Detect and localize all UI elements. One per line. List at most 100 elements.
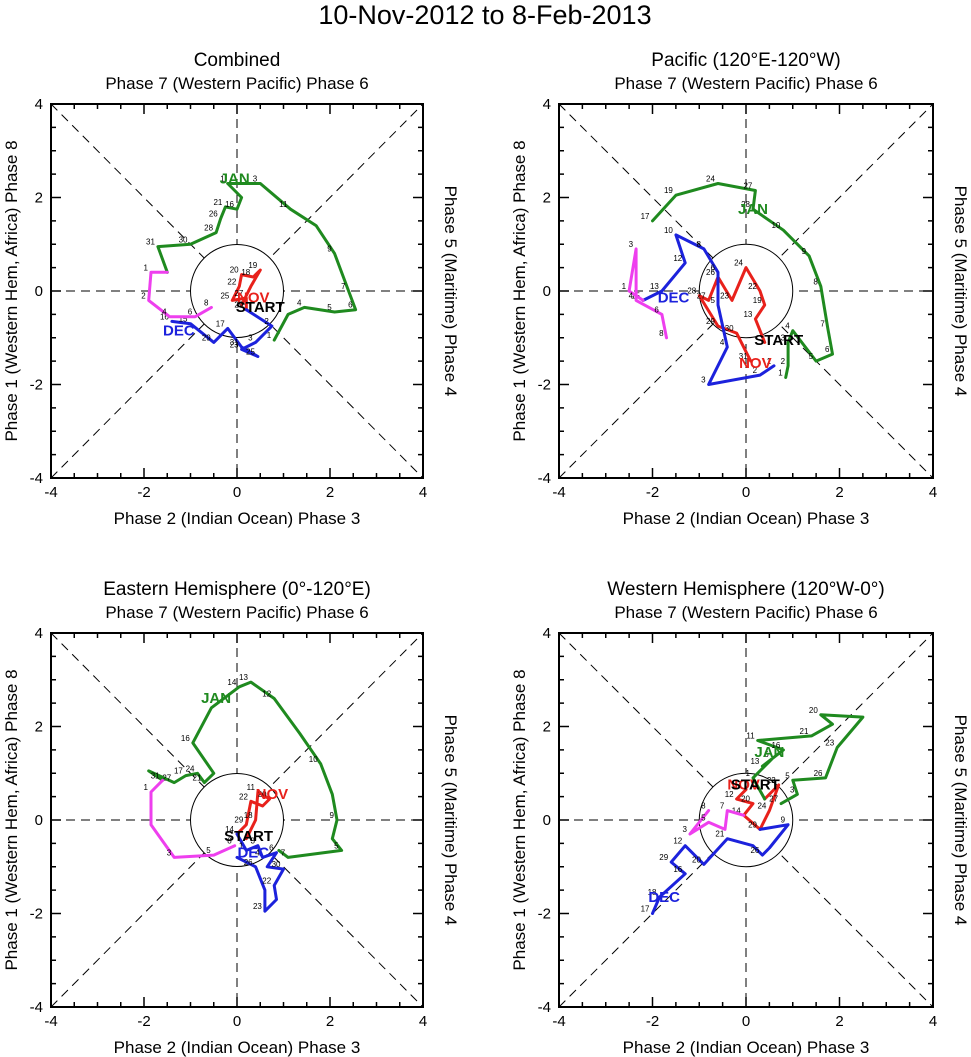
day-label: 12: [673, 254, 682, 263]
day-label: 29: [234, 816, 243, 825]
day-label: 31: [739, 352, 748, 361]
day-label: 31: [151, 771, 160, 780]
day-label: 28: [741, 200, 750, 209]
day-label: 22: [262, 876, 271, 885]
day-label: 21: [193, 774, 202, 783]
day-label: 3: [790, 785, 795, 794]
bottom-axis-label: Phase 2 (Indian Ocean) Phase 3: [114, 1038, 361, 1057]
day-label: 26: [244, 858, 253, 867]
diagonal-guide: [558, 632, 934, 1008]
unit-circle: [698, 243, 794, 339]
day-label: 27: [234, 289, 243, 298]
day-label: 6: [710, 263, 715, 272]
day-label: 1: [220, 174, 225, 183]
day-label: 19: [248, 261, 257, 270]
day-label: 8: [701, 802, 706, 811]
day-label: 10: [771, 221, 780, 230]
y-tick-label: -4: [30, 999, 43, 1016]
day-label: 24: [186, 764, 195, 773]
day-label: 18: [241, 268, 250, 277]
y-tick-label: -2: [30, 906, 43, 923]
month-label-dec: DEC: [658, 290, 690, 307]
day-label: 21: [715, 830, 724, 839]
day-label: 3: [250, 837, 255, 846]
day-label: 10: [664, 226, 673, 235]
day-label: 3: [781, 333, 786, 342]
day-label: 9: [781, 816, 786, 825]
day-label: 5: [710, 296, 715, 305]
month-label-dec: DEC: [163, 322, 195, 339]
y-tick-label: -4: [538, 470, 551, 487]
bottom-axis-label: Phase 2 (Indian Ocean) Phase 3: [623, 1038, 870, 1057]
x-tick-label: 4: [929, 1013, 937, 1030]
x-tick-label: 0: [233, 484, 241, 501]
y-tick-label: 2: [35, 719, 43, 736]
day-label: 8: [813, 277, 818, 286]
month-label-jan: JAN: [220, 170, 250, 187]
start-label: START: [754, 332, 803, 349]
y-tick-label: 0: [35, 812, 43, 829]
day-label: 4: [785, 322, 790, 331]
month-label-nov: NOV: [727, 777, 760, 794]
day-label: 4: [162, 308, 167, 317]
right-axis-label: Phase 5 (Maritime) Phase 4: [441, 715, 460, 926]
day-label: 1: [144, 783, 149, 792]
day-label: 2: [264, 317, 269, 326]
y-tick-label: 4: [35, 625, 43, 642]
day-label: 8: [227, 837, 232, 846]
x-tick-label: 2: [326, 1013, 334, 1030]
day-label: 5: [809, 352, 814, 361]
day-label: 14: [225, 825, 234, 834]
month-label-dec: DEC: [237, 844, 269, 861]
day-label: 6: [188, 308, 193, 317]
day-label: 27: [697, 291, 706, 300]
day-label: 12: [262, 689, 271, 698]
day-label: 24: [757, 802, 766, 811]
series-line-jan: [147, 680, 344, 859]
day-label: 8: [696, 240, 701, 249]
x-tick-label: -4: [552, 484, 565, 501]
day-label: 26: [706, 268, 715, 277]
day-label: 22: [767, 776, 776, 785]
month-label-jan: JAN: [754, 744, 784, 761]
day-label: 5: [785, 771, 790, 780]
series-line-dec: [641, 233, 776, 386]
day-label: 6: [269, 844, 274, 853]
day-label: 31: [230, 338, 239, 347]
x-tick-label: -4: [44, 484, 57, 501]
x-tick-label: -2: [646, 484, 659, 501]
day-label: 11: [746, 732, 755, 741]
day-label: 5: [701, 813, 706, 822]
day-label: 16: [771, 741, 780, 750]
day-label: 19: [753, 296, 762, 305]
day-label: 8: [204, 298, 209, 307]
bottom-axis-label: Phase 2 (Indian Ocean) Phase 3: [114, 509, 361, 528]
x-tick-label: 2: [835, 484, 843, 501]
x-tick-label: 0: [742, 484, 750, 501]
day-label: 29: [748, 820, 757, 829]
day-label: 18: [244, 811, 253, 820]
day-label: 17: [641, 905, 650, 914]
day-label: 30: [179, 235, 188, 244]
day-label: 14: [732, 806, 741, 815]
day-label: 7: [720, 802, 725, 811]
month-label-jan: JAN: [201, 690, 231, 707]
day-label: 20: [230, 266, 239, 275]
day-label: 3: [253, 174, 258, 183]
day-label: 17: [174, 767, 183, 776]
day-label: 26: [750, 846, 759, 855]
day-label: 21: [800, 727, 809, 736]
day-label: 29: [659, 853, 668, 862]
day-label: 8: [659, 329, 664, 338]
month-label-nov: NOV: [256, 786, 289, 803]
series-line-feb: [147, 270, 213, 319]
diagonal-guide: [558, 103, 934, 479]
day-label: 20: [741, 795, 750, 804]
right-axis-label: Phase 5 (Maritime) Phase 4: [951, 186, 970, 397]
day-label: 1: [239, 841, 244, 850]
series-line-jan: [751, 713, 865, 806]
day-label: 26: [209, 210, 218, 219]
y-tick-label: -4: [30, 470, 43, 487]
day-label: 3: [682, 825, 687, 834]
